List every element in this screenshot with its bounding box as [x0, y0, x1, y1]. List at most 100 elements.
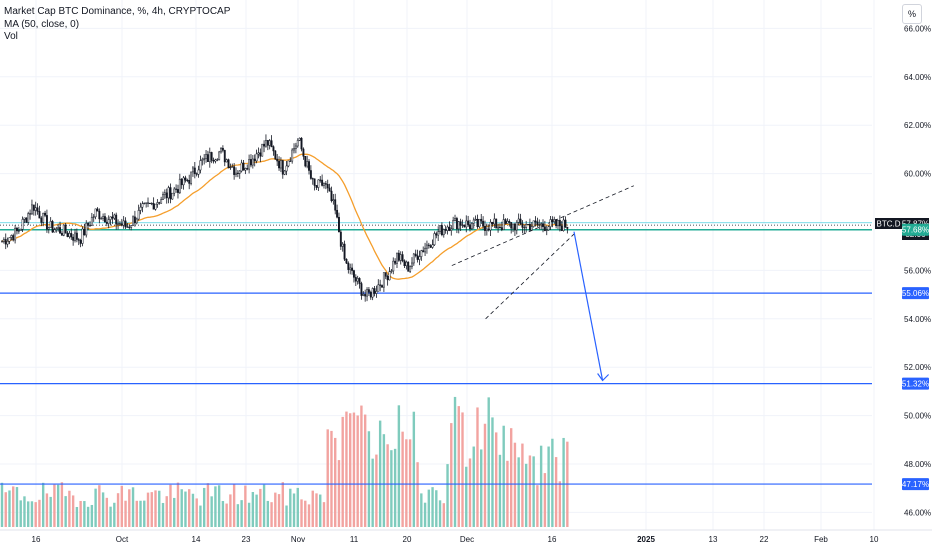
- candle-body: [506, 221, 509, 224]
- volume-bar: [240, 500, 243, 527]
- legend-vol[interactable]: Vol: [4, 31, 18, 42]
- candle-body: [435, 233, 438, 236]
- candle-body: [72, 236, 75, 241]
- candle-body: [109, 216, 112, 220]
- candle-body: [190, 171, 193, 184]
- volume-bar: [30, 501, 34, 527]
- candle-body: [510, 222, 513, 229]
- volume-bar: [352, 412, 356, 527]
- time-axis[interactable]: 16 Oct 14 23 Nov 11 20 Dec 16 2025 13 22 Feb 10: [0, 529, 932, 544]
- volume-bar: [408, 439, 412, 527]
- candle-body: [145, 202, 148, 204]
- candle-body: [538, 224, 541, 226]
- volume-bar: [150, 492, 153, 527]
- level-badge: 57.68%: [902, 223, 929, 236]
- volume-bar: [274, 492, 277, 527]
- volume-bar: [34, 502, 37, 527]
- candle-body: [74, 232, 76, 241]
- volume-bar: [27, 501, 30, 527]
- candle-body: [352, 270, 355, 278]
- candle-body: [388, 271, 391, 281]
- candle-body: [137, 210, 140, 220]
- volume-bar: [188, 489, 191, 527]
- candle-body: [89, 225, 91, 227]
- volume-bar: [491, 417, 494, 527]
- level-badge-bg: [902, 377, 929, 390]
- level-badge: 55.06%: [902, 287, 929, 300]
- volume-bar: [450, 423, 453, 527]
- candle-body: [345, 258, 348, 264]
- legend-title[interactable]: Market Cap BTC Dominance, %, 4h, CRYPTOC…: [4, 6, 231, 17]
- candle-body: [57, 227, 60, 229]
- candle-body: [85, 222, 88, 236]
- forecast-arrow-shaft[interactable]: [573, 231, 604, 381]
- volume-bar: [195, 498, 198, 527]
- candle-body: [530, 226, 533, 231]
- horizontal-levels: [0, 222, 872, 485]
- candle-body: [113, 214, 116, 219]
- candle-body: [315, 185, 318, 188]
- candle-body: [487, 228, 490, 231]
- candle-body: [358, 278, 361, 284]
- volume-bar: [341, 416, 344, 527]
- candle-body: [250, 159, 252, 166]
- volume-bar: [60, 482, 64, 527]
- volume-bar: [161, 502, 165, 527]
- volume-bar: [476, 407, 479, 527]
- percent-scale-button[interactable]: %: [902, 4, 922, 24]
- wedge-lower-line[interactable]: [485, 233, 575, 320]
- volume-bar: [386, 444, 389, 527]
- candle-body: [47, 227, 50, 230]
- candle-body: [336, 209, 339, 218]
- volume-bar: [292, 493, 296, 527]
- candle-body: [216, 159, 219, 161]
- candle-body: [270, 140, 273, 147]
- candle-body: [242, 162, 245, 171]
- candle-body: [274, 150, 277, 160]
- candle-body: [272, 146, 275, 152]
- candle-body: [418, 256, 421, 260]
- level-badge-text: 51.32%: [902, 380, 929, 389]
- candle-body: [263, 143, 266, 147]
- volume-bar: [281, 482, 284, 527]
- volume-bar: [184, 491, 187, 527]
- volume-bar: [86, 506, 90, 527]
- candle-body: [210, 152, 213, 161]
- candle-body: [523, 227, 526, 229]
- candle-body: [66, 232, 69, 237]
- volume-bar: [547, 446, 550, 527]
- candle-body: [545, 229, 548, 231]
- volume-bar: [262, 484, 266, 527]
- candle-body: [62, 224, 65, 236]
- candle-body: [427, 244, 430, 246]
- candle-body: [448, 226, 451, 231]
- forecast-arrow: [573, 231, 610, 382]
- volume-bar: [442, 503, 445, 527]
- x-tick-label: Dec: [460, 535, 474, 544]
- volume-bar: [524, 463, 528, 527]
- volume-bar: [423, 502, 427, 527]
- candle-body: [233, 166, 236, 175]
- volume-bar: [71, 495, 75, 527]
- candle-body: [201, 159, 204, 161]
- candle-body: [366, 289, 368, 297]
- candle-body: [17, 230, 20, 232]
- candle-body: [562, 219, 565, 231]
- candle-body: [75, 232, 78, 240]
- candle-body: [351, 267, 354, 271]
- volume-bar: [146, 492, 150, 527]
- volume-bar: [378, 420, 382, 527]
- candle-body: [414, 253, 417, 256]
- candle-body: [261, 143, 264, 157]
- candle-body: [265, 140, 267, 147]
- candle-body: [236, 172, 239, 174]
- volume-bar: [390, 450, 393, 527]
- volume-bar: [300, 499, 303, 527]
- y-tick-label: 56.00%: [904, 266, 931, 275]
- price-axis[interactable]: 66.00% 64.00% 62.00% 60.00% 56.00% 54.00% 52.0…: [904, 24, 931, 517]
- legend-ma[interactable]: MA (50, close, 0): [4, 18, 80, 30]
- candle-body: [178, 178, 181, 193]
- candle-body: [512, 223, 515, 229]
- candle-body: [208, 152, 211, 162]
